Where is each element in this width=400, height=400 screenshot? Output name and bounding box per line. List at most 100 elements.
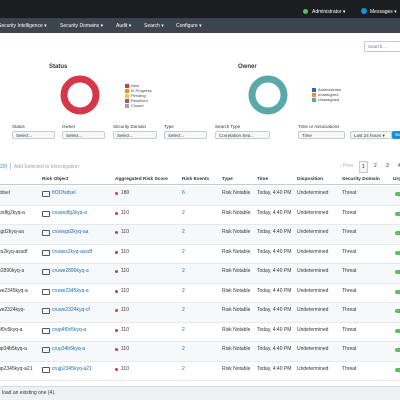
table-cell[interactable]: crup4f0v5kyq-a	[52, 326, 87, 333]
row-background	[0, 303, 400, 323]
table-cell[interactable]: cruwe2324kyq-cf	[52, 307, 90, 313]
nav-item[interactable]: Configure ▾	[176, 23, 202, 29]
panels-graphics	[60, 75, 288, 115]
legend-swatch	[125, 89, 129, 93]
table-cell[interactable]: 2	[182, 326, 185, 333]
filter-select[interactable]: Select...	[12, 131, 55, 139]
score-dot	[115, 192, 118, 195]
table-cell[interactable]: cruwsgd2kyq-aa	[52, 229, 89, 235]
legend-label: unassigned	[318, 92, 339, 97]
nav-item[interactable]: Security Intelligence ▾	[0, 23, 47, 29]
column-header[interactable]: Risk Events	[182, 177, 210, 182]
table-cell[interactable]: cruwe2345kyq-a	[52, 287, 89, 294]
table-cell: 110	[121, 229, 129, 235]
legend-swatch	[312, 98, 316, 102]
table-cell[interactable]: 2	[182, 229, 185, 235]
table-cell[interactable]: cruwsdfg2kyq-a	[52, 209, 88, 216]
messages-badge	[361, 8, 367, 14]
table-cell: Risk Notable	[222, 229, 251, 235]
filter-select[interactable]: Correlation Sea...	[215, 131, 270, 139]
table-cell: 110	[121, 346, 129, 352]
table-cell: Risk Notable	[222, 346, 251, 352]
messages-menu[interactable]: Messages ▾	[370, 9, 397, 15]
footer-bar	[0, 386, 400, 400]
monitor-icon	[42, 366, 50, 373]
table-cell: Risk Notable	[222, 209, 251, 216]
filter-label: Time or Associations	[298, 124, 340, 129]
add-to-investigation[interactable]: Add Selected to Investigation	[14, 164, 79, 170]
table-cell: Risk Notable	[222, 248, 251, 255]
table-cell: Threat	[342, 248, 357, 255]
filter-select[interactable]: Time	[298, 131, 345, 139]
table-cell: Undetermined	[297, 209, 329, 216]
monitor-icon	[42, 210, 50, 217]
nav-item[interactable]: Audit ▾	[116, 23, 132, 29]
urgency-pill	[395, 348, 400, 352]
table-cell: Today, 4:40 PM	[257, 326, 292, 333]
table-cell[interactable]: 6	[182, 190, 185, 196]
column-header[interactable]: Security Domain	[342, 177, 380, 182]
table-cell[interactable]: 2	[182, 248, 185, 255]
user-menu[interactable]: Administrator ▾	[312, 9, 346, 15]
table-cell: Threat	[342, 287, 357, 294]
table-cell: Risk Notable	[222, 307, 251, 313]
table-cell[interactable]: 2	[182, 346, 185, 352]
column-header[interactable]: Urgency	[393, 177, 400, 182]
pagination-item[interactable]: 1	[359, 161, 368, 173]
table-cell[interactable]: 2	[182, 365, 185, 372]
column-header[interactable]: Type	[222, 177, 233, 182]
nav-item[interactable]: Search ▾	[144, 23, 164, 29]
table-cell: 110	[121, 209, 129, 216]
pagination-item[interactable]: 4	[398, 163, 400, 169]
table-cell[interactable]: cruwe2890kyq-a	[52, 268, 89, 274]
pagination-item[interactable]: 2	[374, 163, 377, 169]
filter-label: Security Domain	[113, 124, 147, 129]
legend-swatch	[125, 84, 129, 88]
table-cell[interactable]: 2	[182, 307, 185, 313]
monitor-icon	[42, 288, 50, 295]
table-cell: Today, 4:40 PM	[257, 346, 292, 352]
table-cell: 110	[121, 248, 129, 255]
table-cell[interactable]: cruwes2kyq-assdf	[52, 248, 93, 255]
table-cell[interactable]: 2	[182, 287, 185, 294]
filter-select[interactable]: Select...	[164, 131, 207, 139]
table-cell: we2324kyq-	[0, 307, 25, 313]
table-cell: 110	[121, 268, 129, 274]
row-background	[0, 186, 400, 206]
pagination-item[interactable]: ‹ Prev	[340, 163, 354, 169]
table-cell: Threat	[342, 229, 357, 235]
table-cell[interactable]: crujp2345kyq-a21	[52, 365, 92, 372]
table-cell: 110	[121, 326, 129, 333]
nav-item[interactable]: Security Domains ▾	[60, 23, 104, 29]
column-header[interactable]: Risk Object	[42, 177, 69, 182]
filter-select[interactable]: Select...	[113, 131, 157, 139]
top-bar	[0, 0, 400, 18]
table-cell: Undetermined	[297, 229, 329, 235]
legend-label: Unassigned	[318, 97, 340, 102]
table-cell: ssdfg2kyq-a	[0, 209, 25, 216]
table-cell: e2890kyq-a	[0, 268, 25, 274]
table-cell[interactable]: 2	[182, 209, 185, 216]
column-header[interactable]: Time	[257, 177, 269, 182]
legend-label: In Progress	[131, 88, 152, 93]
urgency-pill	[395, 231, 400, 235]
time-range-select[interactable]: Last 24 hours ▾	[350, 131, 392, 139]
table-cell[interactable]: 2	[182, 268, 185, 274]
table-cell: we2345kyq-a	[0, 287, 28, 294]
filter-select[interactable]: Select...	[62, 131, 105, 139]
legend-swatch	[125, 99, 129, 103]
column-header[interactable]: Disposition	[297, 177, 324, 182]
score-dot	[115, 348, 118, 351]
score-dot	[115, 250, 118, 254]
table-cell: Today, 4:40 PM	[257, 287, 292, 294]
column-header[interactable]: Aggregated Risk Score	[115, 177, 168, 182]
submit-button[interactable]: Submit	[392, 131, 400, 139]
score-dot	[115, 231, 118, 234]
pagination-item[interactable]: 3	[386, 163, 389, 169]
urgency-pill	[395, 367, 400, 372]
table-cell[interactable]: crup34b5kyq-a	[52, 346, 86, 352]
table-cell: es2kyq-assdf	[0, 248, 28, 255]
table-cell[interactable]: ftOOfsdsel	[52, 190, 76, 196]
search-box[interactable]: Search...	[364, 41, 400, 52]
